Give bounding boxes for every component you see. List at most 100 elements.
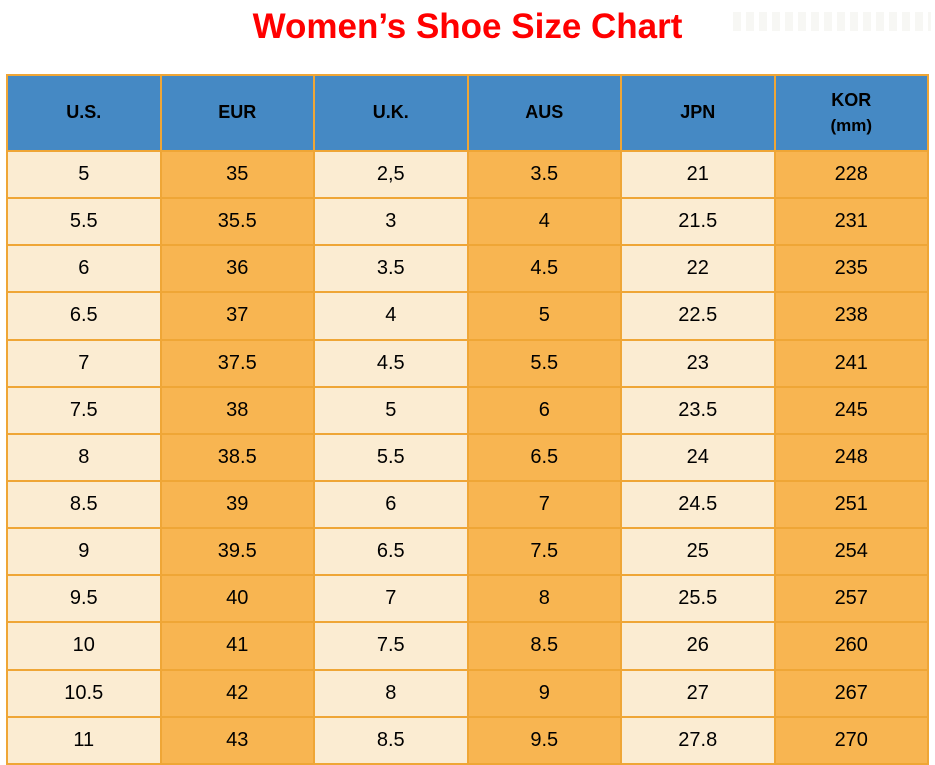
cell-eur: 37 — [159, 291, 315, 341]
cell-us: 7 — [6, 338, 162, 388]
column-header-jpn: JPN — [620, 74, 776, 152]
cell-eur: 38 — [159, 385, 315, 435]
cell-uk: 7 — [313, 574, 469, 624]
cell-us: 6 — [6, 244, 162, 294]
column-header-label: JPN — [680, 102, 716, 123]
table-row: 9 39.5 6.5 7.5 25 254 — [6, 527, 929, 577]
column-header-uk: U.K. — [313, 74, 469, 152]
table-row: 5.5 35.5 3 4 21.5 231 — [6, 197, 929, 247]
column-header-eur: EUR — [159, 74, 315, 152]
cell-jpn: 24.5 — [620, 479, 776, 530]
cell-kor: 238 — [773, 291, 929, 341]
cell-kor: 267 — [773, 668, 929, 718]
cell-eur: 39 — [159, 479, 315, 530]
table-row: 6.5 37 4 5 22.5 238 — [6, 291, 929, 341]
cell-aus: 7 — [466, 479, 622, 530]
cell-jpn: 27 — [620, 668, 776, 718]
cell-eur: 40 — [159, 574, 315, 624]
cell-aus: 3.5 — [466, 149, 622, 200]
cell-aus: 8.5 — [466, 621, 622, 671]
cell-kor: 260 — [773, 621, 929, 671]
table-header: U.S. EUR U.K. AUS JPN KOR (mm) — [6, 74, 929, 152]
cell-aus: 9 — [466, 668, 622, 718]
cell-jpn: 27.8 — [620, 715, 776, 765]
table-row: 11 43 8.5 9.5 27.8 270 — [6, 715, 929, 765]
table-row: 9.5 40 7 8 25.5 257 — [6, 574, 929, 624]
cell-uk: 6 — [313, 479, 469, 530]
column-header-aus: AUS — [466, 74, 622, 152]
table-row: 7 37.5 4.5 5.5 23 241 — [6, 338, 929, 388]
cell-jpn: 25.5 — [620, 574, 776, 624]
cell-jpn: 21 — [620, 149, 776, 200]
cell-us: 11 — [6, 715, 162, 765]
column-header-label: U.K. — [372, 102, 409, 123]
cell-uk: 6.5 — [313, 527, 469, 577]
cell-aus: 9.5 — [466, 715, 622, 765]
table-row: 5 35 2,5 3.5 21 228 — [6, 149, 929, 200]
table-row: 10 41 7.5 8.5 26 260 — [6, 621, 929, 671]
cell-us: 9 — [6, 527, 162, 577]
cell-aus: 5.5 — [466, 338, 622, 388]
column-header-us: U.S. — [6, 74, 162, 152]
cell-aus: 8 — [466, 574, 622, 624]
column-header-label: KOR — [831, 90, 872, 111]
cell-us: 5.5 — [6, 197, 162, 247]
column-header-label: AUS — [525, 102, 564, 123]
cell-us: 9.5 — [6, 574, 162, 624]
cell-jpn: 24 — [620, 432, 776, 482]
cell-eur: 39.5 — [159, 527, 315, 577]
table-row: 10.5 42 8 9 27 267 — [6, 668, 929, 718]
cell-uk: 4 — [313, 291, 469, 341]
cell-aus: 5 — [466, 291, 622, 341]
cell-kor: 228 — [773, 149, 929, 200]
cell-uk: 8 — [313, 668, 469, 718]
cell-aus: 4 — [466, 197, 622, 247]
cell-uk: 3 — [313, 197, 469, 247]
cell-eur: 42 — [159, 668, 315, 718]
cell-kor: 257 — [773, 574, 929, 624]
shoe-size-table: U.S. EUR U.K. AUS JPN KOR (mm) 5 35 2,5 3.5 21 228 5… — [6, 74, 929, 765]
cell-uk: 2,5 — [313, 149, 469, 200]
cell-us: 6.5 — [6, 291, 162, 341]
cell-eur: 35.5 — [159, 197, 315, 247]
cell-eur: 43 — [159, 715, 315, 765]
cell-jpn: 23.5 — [620, 385, 776, 435]
column-header-label: U.S. — [66, 102, 102, 123]
cell-kor: 235 — [773, 244, 929, 294]
cell-kor: 248 — [773, 432, 929, 482]
cell-uk: 7.5 — [313, 621, 469, 671]
cell-jpn: 21.5 — [620, 197, 776, 247]
cell-us: 7.5 — [6, 385, 162, 435]
table-row: 7.5 38 5 6 23.5 245 — [6, 385, 929, 435]
cell-uk: 5 — [313, 385, 469, 435]
cell-eur: 36 — [159, 244, 315, 294]
cell-uk: 8.5 — [313, 715, 469, 765]
cell-kor: 254 — [773, 527, 929, 577]
column-header-kor: KOR (mm) — [773, 74, 929, 152]
watermark-pattern — [733, 12, 931, 31]
cell-kor: 251 — [773, 479, 929, 530]
table-row: 8.5 39 6 7 24.5 251 — [6, 479, 929, 530]
cell-uk: 5.5 — [313, 432, 469, 482]
cell-us: 8 — [6, 432, 162, 482]
cell-eur: 38.5 — [159, 432, 315, 482]
table-header-row: U.S. EUR U.K. AUS JPN KOR (mm) — [6, 74, 929, 152]
cell-eur: 41 — [159, 621, 315, 671]
cell-us: 10 — [6, 621, 162, 671]
cell-aus: 7.5 — [466, 527, 622, 577]
cell-jpn: 23 — [620, 338, 776, 388]
cell-kor: 241 — [773, 338, 929, 388]
cell-us: 8.5 — [6, 479, 162, 530]
title-bar: Women’s Shoe Size Chart — [0, 0, 935, 74]
table-row: 6 36 3.5 4.5 22 235 — [6, 244, 929, 294]
cell-uk: 3.5 — [313, 244, 469, 294]
cell-us: 5 — [6, 149, 162, 200]
page-title: Women’s Shoe Size Chart — [252, 7, 683, 46]
cell-eur: 35 — [159, 149, 315, 200]
cell-jpn: 22.5 — [620, 291, 776, 341]
cell-eur: 37.5 — [159, 338, 315, 388]
cell-jpn: 22 — [620, 244, 776, 294]
table-row: 8 38.5 5.5 6.5 24 248 — [6, 432, 929, 482]
table-body: 5 35 2,5 3.5 21 228 5.5 35.5 3 4 21.5 231 6 36 3.5 4.5 2… — [6, 149, 929, 765]
column-header-label: EUR — [218, 102, 257, 123]
